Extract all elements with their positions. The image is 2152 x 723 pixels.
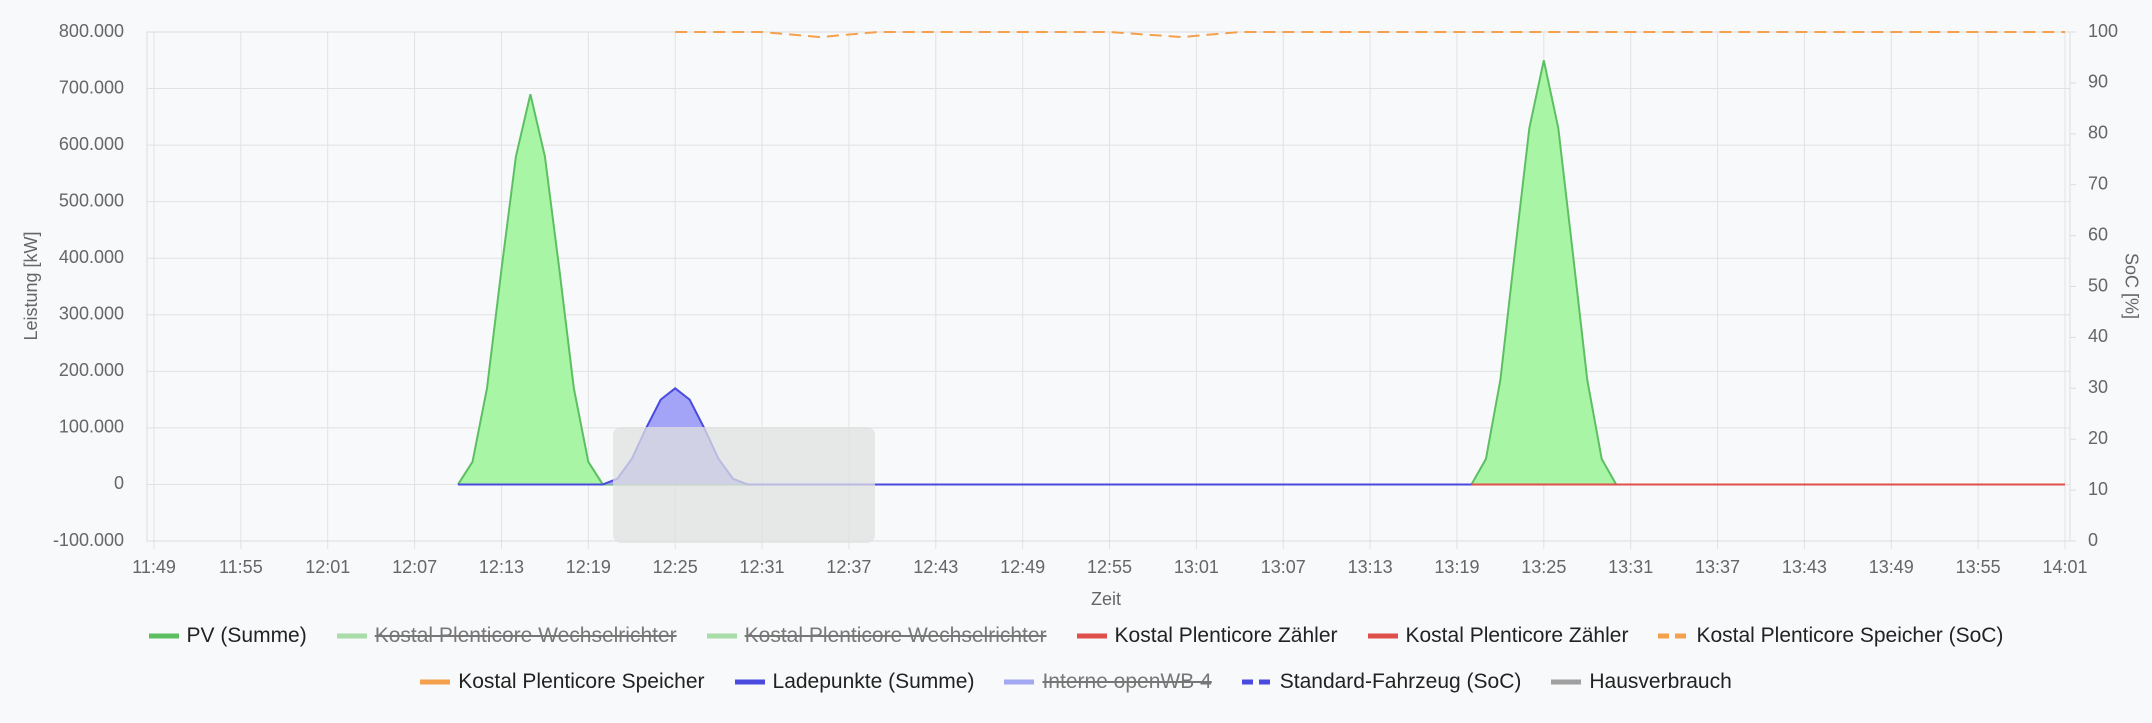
x-tick-label: 12:43 [913, 557, 958, 577]
x-tick-label: 11:55 [219, 557, 263, 577]
y-tick-label: 200.000 [59, 360, 124, 380]
legend-swatch [706, 633, 737, 639]
y2-axis-label: SoC [%] [2121, 253, 2141, 319]
legend-swatch [420, 679, 451, 685]
x-tick-label: 12:07 [392, 557, 437, 577]
legend-swatch [1004, 679, 1035, 685]
y2-tick-label: 10 [2088, 479, 2108, 499]
x-tick-label: 12:31 [740, 557, 785, 577]
y2-tick-label: 70 [2088, 173, 2108, 193]
x-tick-label: 13:13 [1348, 557, 1393, 577]
legend-swatch [1076, 633, 1107, 639]
legend-label: Kostal Plenticore Speicher (SoC) [1696, 624, 2004, 647]
legend-item[interactable]: Hausverbrauch [1551, 670, 1732, 694]
legend-item[interactable]: Kostal Plenticore Wechselrichter [336, 624, 677, 648]
x-tick-label: 12:13 [479, 557, 524, 577]
legend-swatch [1658, 633, 1689, 639]
legend-item[interactable]: Kostal Plenticore Speicher [420, 670, 705, 694]
x-tick-label: 13:37 [1695, 557, 1740, 577]
x-axis-label: Zeit [1091, 589, 1121, 609]
y-tick-label: 700.000 [59, 77, 124, 97]
x-tick-label: 12:55 [1087, 557, 1132, 577]
legend-swatch [1551, 679, 1582, 685]
legend-item[interactable]: Kostal Plenticore Zähler [1076, 624, 1338, 648]
legend-swatch [734, 679, 765, 685]
plot-border [146, 31, 2071, 542]
y2-tick-label: 80 [2088, 123, 2108, 143]
x-tick-label: 12:37 [826, 557, 871, 577]
x-tick-label: 13:07 [1261, 557, 1306, 577]
y2-tick-label: 40 [2088, 326, 2108, 346]
x-tick-label: 13:55 [1956, 557, 2001, 577]
x-tick-label: 14:01 [2042, 557, 2087, 577]
legend-item[interactable]: Kostal Plenticore Zähler [1367, 624, 1629, 648]
y2-tick-label: 0 [2088, 530, 2098, 550]
x-tick-label: 12:49 [1000, 557, 1045, 577]
y2-tick-label: 20 [2088, 428, 2108, 448]
y-axis-label: Leistung [kW] [21, 231, 41, 340]
x-tick-label: 13:19 [1434, 557, 1479, 577]
legend-swatch [148, 633, 179, 639]
legend-label: Kostal Plenticore Wechselrichter [744, 624, 1047, 647]
line [458, 387, 1472, 486]
legend-item[interactable]: Interne openWB 4 [1004, 670, 1212, 694]
legend-label: Kostal Plenticore Zähler [1405, 624, 1629, 647]
legend-label: PV (Summe) [186, 624, 307, 647]
y2-tick-label: 50 [2088, 275, 2108, 295]
tooltip-ghost [613, 427, 875, 543]
y-tick-label: 500.000 [59, 190, 124, 210]
x-tick-label: 12:19 [566, 557, 611, 577]
x-tick-label: 13:43 [1782, 557, 1827, 577]
x-tick-label: 12:25 [653, 557, 698, 577]
legend-label: Ladepunkte (Summe) [772, 670, 975, 693]
legend-swatch [336, 633, 367, 639]
y-tick-label: 800.000 [59, 21, 124, 41]
y2-tick-label: 30 [2088, 377, 2108, 397]
y-tick-label: 0 [114, 473, 124, 493]
legend-label: Kostal Plenticore Wechselrichter [374, 624, 677, 647]
chart: Leistung [kW] SoC [%] Zeit -100.000 0 100.… [21, 21, 2142, 609]
legend: PV (Summe) Kostal Plenticore Wechselricht… [126, 624, 2026, 694]
x-tick-label: 13:49 [1869, 557, 1914, 577]
y-tick-label: 100.000 [59, 417, 124, 437]
legend-label: Hausverbrauch [1589, 670, 1732, 693]
legend-item[interactable]: Kostal Plenticore Speicher (SoC) [1658, 624, 2003, 648]
legend-item[interactable]: Standard-Fahrzeug (SoC) [1241, 670, 1522, 694]
y2-tick-label: 100 [2088, 21, 2118, 41]
y-tick-label: 400.000 [59, 247, 124, 267]
legend-item[interactable]: PV (Summe) [148, 624, 307, 648]
legend-swatch [1367, 633, 1398, 639]
legend-label: Kostal Plenticore Zähler [1114, 624, 1338, 647]
legend-swatch [1241, 679, 1272, 685]
y-tick-label: -100.000 [53, 530, 124, 550]
y-tick-label: 600.000 [59, 134, 124, 154]
legend-item[interactable]: Kostal Plenticore Wechselrichter [706, 624, 1047, 648]
legend-label: Kostal Plenticore Speicher [458, 670, 705, 693]
line [675, 31, 2065, 39]
y2-tick-label: 90 [2088, 72, 2108, 92]
x-tick-label: 13:31 [1608, 557, 1653, 577]
x-tick-label: 13:01 [1174, 557, 1219, 577]
x-tick-label: 11:49 [132, 557, 176, 577]
y2-tick-label: 60 [2088, 224, 2108, 244]
legend-label: Standard-Fahrzeug (SoC) [1279, 670, 1522, 693]
x-tick-label: 12:01 [305, 557, 350, 577]
legend-item[interactable]: Ladepunkte (Summe) [734, 670, 975, 694]
y-tick-label: 300.000 [59, 304, 124, 324]
legend-label: Interne openWB 4 [1042, 670, 1212, 693]
area [458, 388, 1472, 485]
x-tick-label: 13:25 [1521, 557, 1566, 577]
